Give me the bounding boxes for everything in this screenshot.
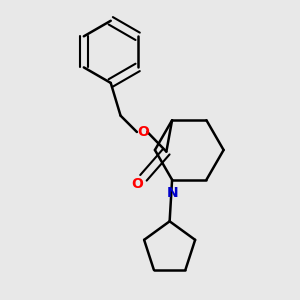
Text: O: O (132, 177, 143, 191)
Text: N: N (166, 186, 178, 200)
Text: O: O (137, 125, 149, 139)
